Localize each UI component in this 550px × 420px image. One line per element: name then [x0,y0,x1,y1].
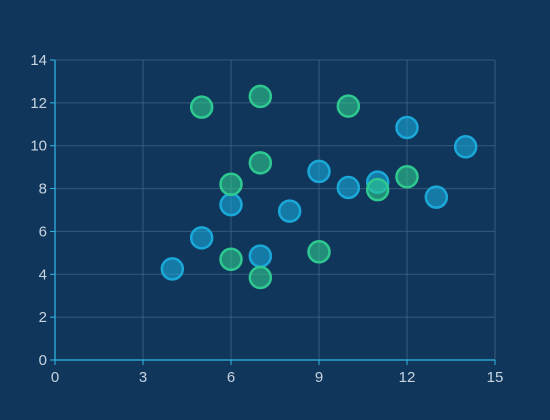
x-tick-label: 6 [227,369,235,386]
y-tick-label: 0 [39,352,47,369]
data-point-series-1 [248,244,273,268]
data-point-series-2 [219,172,243,197]
data-point-series-2 [189,95,214,119]
data-point-series-1 [160,257,185,281]
data-point-series-2 [307,240,331,264]
y-tick-label: 2 [39,309,47,326]
y-tick-label: 4 [39,266,47,283]
y-tick-label: 6 [39,223,47,240]
data-point-series-1 [395,115,419,140]
data-point-series-2 [248,84,273,109]
axes [50,59,496,365]
data-points [160,84,478,290]
data-point-series-2 [248,151,273,175]
y-tick-label: 12 [30,95,47,112]
x-tick-label: 15 [487,369,504,386]
data-point-series-2 [248,265,273,290]
y-tick-label: 8 [39,181,47,198]
data-point-series-1 [189,226,214,250]
data-point-series-1 [336,175,361,200]
tick-labels: 0 2 4 6 8 10 12 14 0 3 6 9 12 15 [30,52,503,386]
grid [55,59,496,360]
x-tick-label: 0 [51,369,59,386]
data-point-series-1 [219,192,243,217]
data-point-series-2 [219,247,243,272]
x-tick-label: 9 [315,369,323,386]
data-point-series-1 [453,135,478,159]
data-point-series-1 [307,159,331,184]
data-point-series-1 [424,185,449,209]
y-tick-label: 10 [30,138,47,155]
data-point-series-2 [365,177,390,202]
data-point-series-2 [395,165,419,189]
x-tick-label: 3 [139,369,147,386]
y-tick-label: 14 [30,52,47,69]
x-tick-label: 12 [399,369,416,386]
data-point-series-2 [336,94,361,118]
data-point-series-1 [277,199,302,223]
